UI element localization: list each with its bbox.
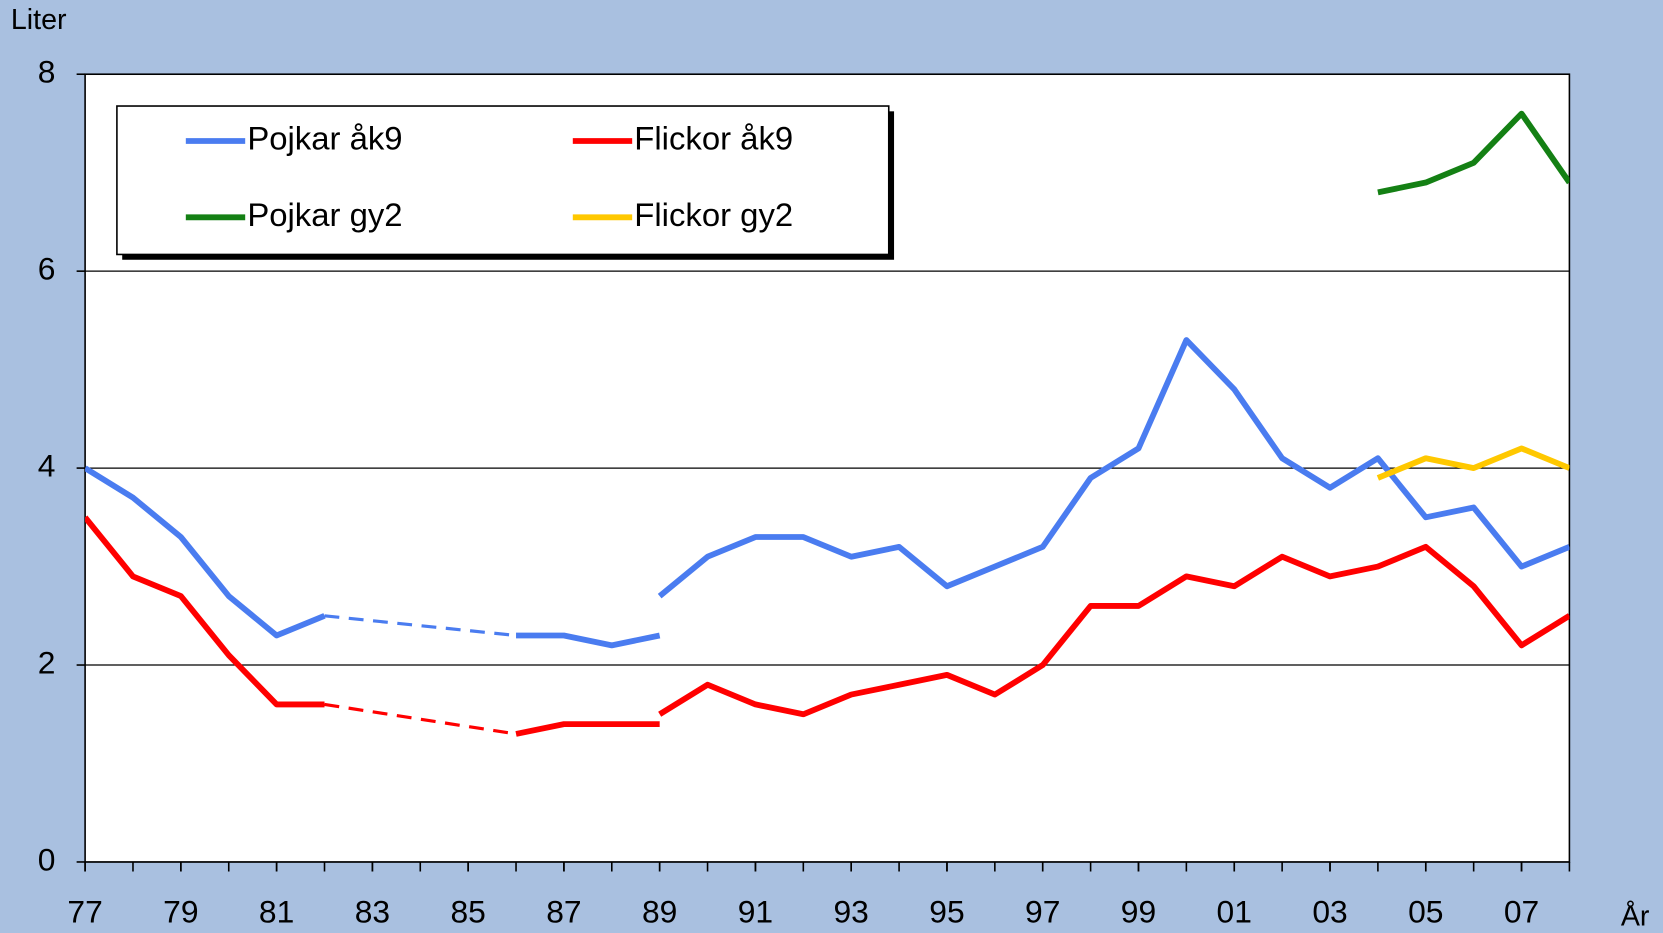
x-tick-label: 89 (642, 893, 677, 929)
y-axis-label: Liter (11, 4, 67, 36)
x-tick-label: 93 (834, 893, 869, 929)
x-tick-label: 91 (738, 893, 773, 929)
series-line (1376, 445, 1570, 481)
x-tick-label: 77 (67, 893, 102, 929)
series-line (1377, 110, 1570, 196)
x-tick-label: 07 (1504, 893, 1539, 929)
x-tick-label: 81 (259, 893, 294, 929)
legend-label: Flickor åk9 (634, 120, 793, 157)
series-line (516, 632, 661, 649)
x-axis-label: År (1621, 900, 1650, 933)
x-tick-label: 97 (1025, 893, 1060, 929)
series-line (657, 337, 1570, 599)
x-tick-label: 83 (355, 893, 390, 929)
gap-line (324, 702, 517, 736)
series-line (658, 543, 1570, 718)
y-tick-label: 0 (38, 841, 56, 877)
x-tick-label: 79 (163, 893, 198, 929)
x-tick-label: 85 (450, 893, 485, 929)
gap-line (324, 614, 517, 638)
legend-label: Pojkar gy2 (247, 196, 402, 233)
series-line (85, 515, 325, 708)
y-tick-label: 2 (38, 644, 56, 680)
y-tick-label: 6 (38, 251, 56, 287)
series-line (85, 465, 326, 639)
x-tick-label: 01 (1217, 893, 1252, 929)
y-tick-label: 4 (38, 447, 56, 483)
legend (116, 105, 890, 256)
x-tick-label: 87 (546, 893, 581, 929)
x-tick-label: 99 (1121, 893, 1156, 929)
series-line (515, 721, 660, 737)
x-tick-label: 05 (1408, 893, 1443, 929)
x-tick-label: 03 (1312, 893, 1347, 929)
legend-label: Flickor gy2 (634, 196, 793, 233)
y-tick-label: 8 (38, 54, 56, 90)
legend-label: Pojkar åk9 (247, 120, 402, 157)
x-tick-label: 95 (929, 893, 964, 929)
